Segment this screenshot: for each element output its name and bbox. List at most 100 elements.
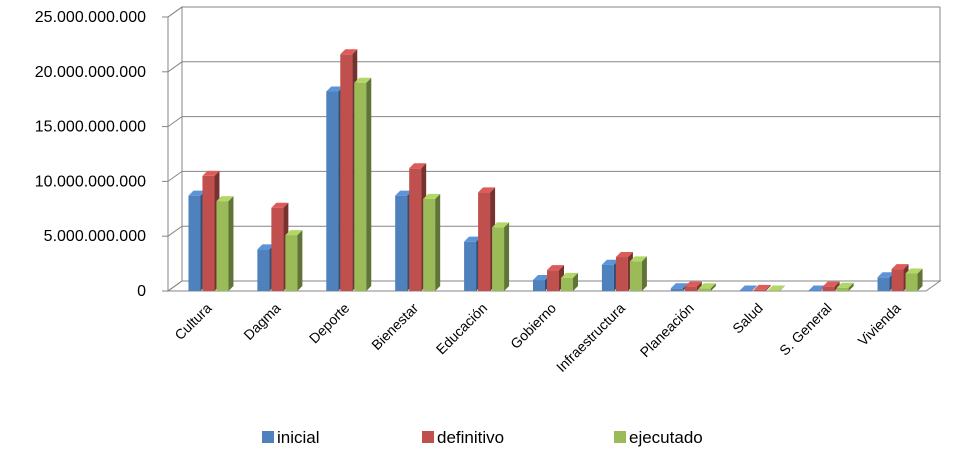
- category-label: Educación: [433, 300, 491, 358]
- bars: [188, 49, 923, 291]
- category-label: Salud: [729, 300, 766, 337]
- y-tick-label: 0: [137, 283, 146, 300]
- bar-top: [257, 244, 275, 250]
- bar-ejecutado: [698, 283, 716, 291]
- bar-ejecutado: [561, 272, 578, 291]
- bar-top: [905, 268, 923, 274]
- y-tick-label: 15.000.000.000: [35, 119, 146, 136]
- bar-definitivo: [753, 284, 771, 291]
- legend-item-ejecutado: ejecutado: [614, 428, 703, 447]
- bar-side: [710, 283, 716, 291]
- y-axis-tick-labels: 0 5.000.000.000 10.000.000.000 15.000.000.0…: [35, 9, 146, 300]
- bar-front: [202, 175, 215, 291]
- bar-front: [478, 192, 491, 291]
- bar-front: [257, 249, 270, 291]
- bar-ejecutado: [905, 268, 923, 291]
- bar-definitivo: [891, 264, 909, 291]
- gridline: [167, 170, 940, 182]
- bar-front: [836, 287, 849, 291]
- category-label: Planeación: [637, 300, 697, 360]
- bar-ejecutado: [629, 256, 647, 291]
- bar-top: [684, 281, 702, 287]
- bar-top: [808, 285, 826, 291]
- bar-side: [834, 281, 840, 291]
- legend-swatch: [262, 431, 274, 443]
- bar-side: [297, 230, 303, 291]
- bar-side: [435, 193, 441, 291]
- bar-front: [492, 227, 505, 291]
- bar-side: [504, 222, 510, 291]
- legend-swatch: [422, 431, 434, 443]
- bar-front: [684, 286, 697, 291]
- bar-front: [533, 280, 545, 291]
- bar-top: [216, 196, 234, 202]
- legend-item-inicial: inicial: [262, 428, 320, 447]
- x-axis-category-labels: Cultura Dagma Deporte Bienestar Educación Gob…: [171, 300, 903, 375]
- bar-side: [917, 268, 923, 291]
- bar-top: [601, 259, 619, 265]
- legend-label: definitivo: [437, 428, 504, 447]
- bar-top: [285, 230, 303, 236]
- bar-top: [767, 285, 785, 291]
- bar-top: [891, 264, 909, 270]
- bar-side: [641, 256, 647, 291]
- bar-definitivo: [822, 281, 840, 291]
- bar-front: [216, 201, 229, 291]
- bar-front: [423, 198, 436, 291]
- bar-top: [836, 282, 854, 288]
- bar-top: [547, 265, 564, 271]
- legend-label: ejecutado: [629, 428, 703, 447]
- bar-top: [326, 86, 344, 92]
- bar-side: [573, 272, 578, 291]
- bar-top: [670, 283, 688, 289]
- bar-front: [891, 269, 904, 291]
- legend-label: inicial: [277, 428, 320, 447]
- bar-front: [698, 288, 711, 291]
- bar-top: [698, 283, 716, 289]
- bar-front: [670, 288, 683, 291]
- bar-front: [808, 290, 821, 291]
- bar-side: [366, 77, 372, 291]
- gridlines: [162, 6, 941, 292]
- legend-swatch: [614, 431, 626, 443]
- bar-side: [779, 285, 785, 291]
- bar-top: [739, 285, 757, 291]
- bar-top: [753, 284, 771, 290]
- category-label: S. General: [776, 300, 835, 359]
- bar-top: [629, 256, 647, 262]
- gridline: [167, 6, 940, 18]
- category-label: Deporte: [306, 300, 353, 347]
- bar-front: [464, 241, 477, 291]
- bar-top: [409, 163, 427, 169]
- bar-top: [877, 272, 895, 278]
- bar-top: [478, 187, 496, 193]
- category-label: Gobierno: [507, 300, 559, 352]
- bar-front: [601, 264, 614, 291]
- y-tick-label: 25.000.000.000: [35, 9, 146, 26]
- bar-front: [877, 277, 890, 291]
- bar-top: [395, 190, 413, 196]
- bar-front: [271, 207, 284, 291]
- bar-front: [767, 290, 780, 291]
- bar-top: [354, 77, 372, 83]
- bar-front: [188, 195, 201, 291]
- gridline: [167, 225, 940, 237]
- bar-top: [202, 170, 220, 176]
- bar-ejecutado: [216, 196, 234, 291]
- bar-top: [615, 252, 633, 258]
- y-tick-label: 20.000.000.000: [35, 64, 146, 81]
- bar-front: [905, 273, 918, 291]
- bar-front: [326, 91, 339, 291]
- bar-front: [561, 277, 573, 291]
- gridline: [167, 116, 940, 128]
- bar-inicial: [739, 285, 757, 291]
- bar-front: [395, 195, 408, 291]
- side-wall: [167, 6, 183, 292]
- category-label: Dagma: [240, 300, 283, 343]
- bar-ejecutado: [492, 222, 510, 291]
- bar-side: [765, 284, 771, 291]
- bar-front: [340, 54, 353, 291]
- bar-front: [354, 82, 367, 291]
- bar-front: [753, 289, 766, 291]
